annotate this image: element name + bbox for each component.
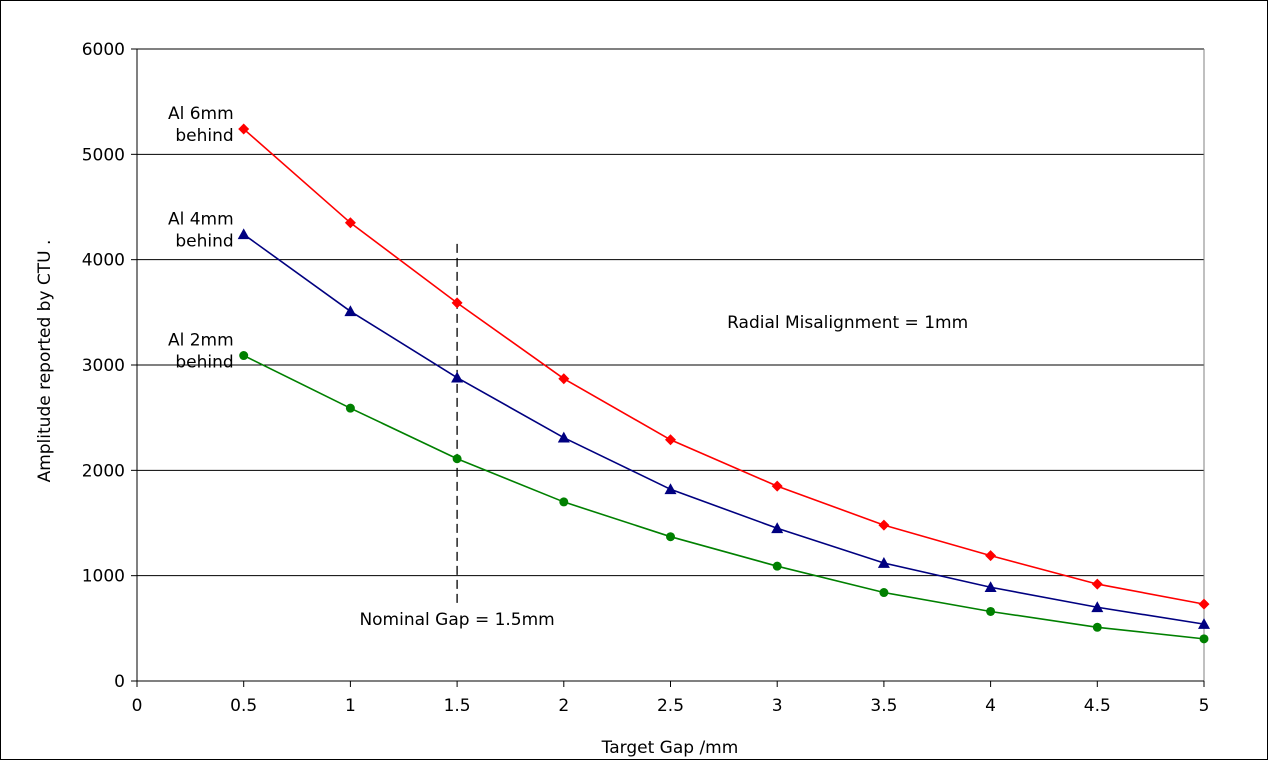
series-group: [237, 123, 1210, 644]
data-point-triangle: [877, 557, 890, 568]
annotation: Nominal Gap = 1.5mm: [359, 610, 554, 630]
y-tick-label: 4000: [82, 251, 125, 271]
data-point-circle: [452, 454, 462, 464]
x-tick-label: 4: [985, 696, 996, 716]
data-point-diamond: [558, 373, 570, 385]
series-line-1: [243, 128, 1205, 605]
data-point-diamond: [878, 519, 890, 531]
data-point-diamond: [344, 217, 356, 229]
data-point-diamond: [771, 480, 783, 492]
data-point-triangle: [237, 228, 250, 240]
data-point-diamond: [238, 123, 250, 135]
x-tick-label: 3: [772, 696, 783, 716]
data-point-circle: [559, 497, 569, 507]
data-point-diamond: [1091, 578, 1103, 590]
data-point-triangle: [557, 431, 570, 443]
series-label-line: Al 6mm: [168, 104, 234, 124]
y-tick-label: 0: [114, 672, 125, 692]
annotation: Radial Misalignment = 1mm: [727, 313, 968, 333]
x-tick-label: 3.5: [870, 696, 897, 716]
x-tick-label: 1: [345, 696, 356, 716]
data-point-diamond: [1198, 598, 1210, 610]
series-line-3: [243, 354, 1205, 640]
gridlines: [137, 48, 1204, 577]
y-tick-label: 1000: [82, 567, 125, 587]
data-point-circle: [239, 351, 249, 361]
x-tick-label: 0.5: [230, 696, 257, 716]
series-label-line: behind: [175, 231, 233, 251]
data-point-circle: [1092, 622, 1102, 632]
data-point-circle: [879, 588, 889, 598]
data-point-diamond: [985, 550, 997, 562]
x-axis-title: Target Gap /mm: [601, 738, 739, 758]
series-label-line: Al 4mm: [168, 209, 234, 229]
data-point-triangle: [344, 305, 357, 317]
x-tick-label: 1.5: [444, 696, 471, 716]
data-point-circle: [986, 606, 996, 616]
x-tick-label: 2: [558, 696, 569, 716]
series-label: Al 4mm behind: [168, 209, 234, 251]
data-point-triangle: [664, 483, 677, 495]
y-tick-label: 5000: [82, 145, 125, 165]
series-label-line: Al 2mm: [168, 331, 234, 351]
data-point-triangle: [1091, 601, 1104, 613]
y-tick-label: 6000: [82, 40, 125, 60]
y-tick-label: 2000: [82, 461, 125, 481]
series-label: Al 6mm behind: [168, 104, 234, 146]
x-tick-label: 0: [132, 696, 143, 716]
data-point-circle: [666, 532, 675, 542]
data-point-triangle: [984, 581, 997, 593]
series-label-line: behind: [175, 353, 233, 373]
x-tick-label: 5: [1199, 696, 1210, 716]
series-line-2: [243, 233, 1205, 625]
data-point-triangle: [771, 522, 784, 534]
x-tick-label: 2.5: [657, 696, 684, 716]
data-point-diamond: [451, 297, 463, 309]
y-axis-title: Amplitude reported by CTU .: [35, 240, 55, 483]
data-point-circle: [345, 403, 355, 413]
data-point-circle: [772, 561, 782, 571]
axes: 0 1000 2000 3000 4000 5000 6000 0 0.5 1 1.5 2 2.5 3 3.…: [82, 40, 1210, 716]
x-tick-label: 4.5: [1084, 696, 1111, 716]
data-point-triangle: [1198, 618, 1210, 629]
data-point-triangle: [451, 371, 464, 383]
y-tick-label: 3000: [82, 356, 125, 376]
series-label-line: behind: [175, 126, 233, 146]
data-point-circle: [1199, 634, 1209, 644]
data-point-diamond: [665, 434, 676, 446]
series-label: Al 2mm behind: [168, 331, 234, 373]
